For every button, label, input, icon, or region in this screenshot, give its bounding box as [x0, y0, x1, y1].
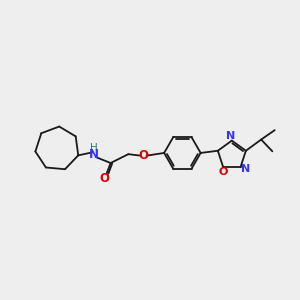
Text: O: O	[218, 167, 228, 177]
Text: N: N	[88, 148, 99, 161]
Text: O: O	[100, 172, 110, 185]
Text: O: O	[139, 149, 148, 162]
Text: N: N	[226, 131, 236, 141]
Text: N: N	[241, 164, 250, 174]
Text: H: H	[90, 143, 98, 153]
